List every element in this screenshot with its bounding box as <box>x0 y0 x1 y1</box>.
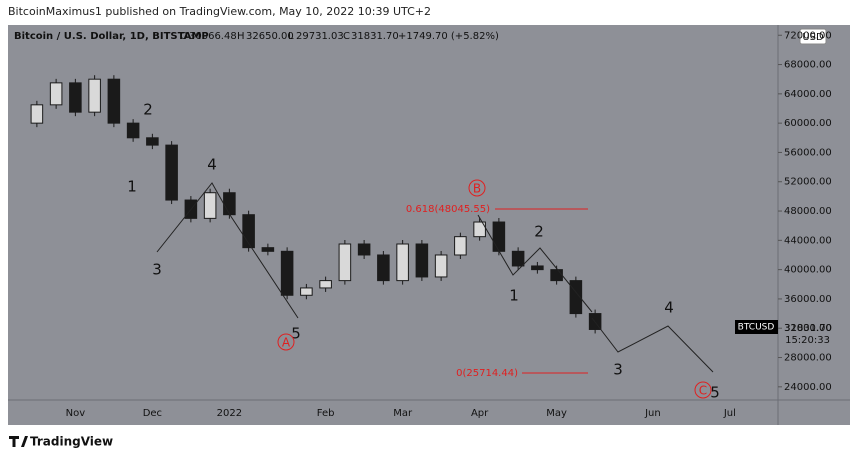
candle <box>415 243 429 278</box>
fib-label: 0.618(48045.55) <box>406 204 490 215</box>
x-tick-label: Apr <box>471 408 489 419</box>
legend: Bitcoin / U.S. Dollar, 1D, BITSTAMP O 30… <box>14 31 499 42</box>
header-bar <box>0 0 850 25</box>
y-tick-label: 24000.00 <box>784 382 832 393</box>
candle <box>492 221 506 252</box>
y-tick-label: 60000.00 <box>784 118 832 129</box>
x-tick-label: Feb <box>317 408 335 419</box>
y-tick-label: 40000.00 <box>784 265 832 276</box>
candle <box>531 265 544 271</box>
y-tick-label: 32000.00 <box>784 323 832 334</box>
countdown-text: 15:20:33 <box>785 335 830 346</box>
legend-label: C <box>343 31 350 42</box>
legend-symbol: Bitcoin / U.S. Dollar, 1D, BITSTAMP <box>14 31 209 42</box>
fib-label: 0(25714.44) <box>456 368 518 379</box>
x-tick-label: May <box>546 408 567 419</box>
currency-badge[interactable] <box>799 28 827 45</box>
candle <box>377 254 390 282</box>
wave-label: 3 <box>152 261 162 279</box>
logo-icon <box>9 436 28 447</box>
y-tick-label: 36000.00 <box>784 294 832 305</box>
candle <box>511 250 525 267</box>
wave-label: 2 <box>534 223 544 241</box>
candle <box>319 280 332 289</box>
projection-line <box>591 317 714 373</box>
candle <box>454 236 467 256</box>
footer-bar <box>0 425 850 457</box>
candle <box>261 247 275 252</box>
candle <box>165 144 178 201</box>
wave-circle <box>277 333 295 351</box>
candle <box>550 269 563 282</box>
candle <box>300 287 313 296</box>
candle <box>223 192 236 216</box>
wave-label: 5 <box>710 384 720 402</box>
wave-label: 5 <box>291 325 301 343</box>
x-tick-label: 2022 <box>217 408 242 419</box>
wave-label: B <box>473 182 481 196</box>
x-tick-label: Jul <box>723 408 736 419</box>
legend-value: 29731.03 <box>296 31 344 42</box>
wave-line <box>477 214 593 313</box>
ticker-badge-text: BTCUSD <box>738 323 775 333</box>
wave-label: 3 <box>613 361 623 379</box>
y-tick-label: 44000.00 <box>784 235 832 246</box>
candle <box>69 82 82 113</box>
price-badge-text: 31831.70 <box>784 323 832 334</box>
y-tick-label: 72000.00 <box>784 30 832 41</box>
wave-circle <box>468 179 486 197</box>
legend-value: 31831.70 <box>351 31 399 42</box>
header-text: BitcoinMaximus1 published on TradingView… <box>8 5 431 18</box>
wave-line <box>156 182 299 319</box>
candle <box>107 78 121 124</box>
y-tick-label: 56000.00 <box>784 147 832 158</box>
legend-label: O <box>180 31 188 42</box>
candle <box>88 78 101 113</box>
y-tick-label: 68000.00 <box>784 60 832 71</box>
legend-value: 32650.00 <box>246 31 294 42</box>
y-tick-label: 48000.00 <box>784 206 832 217</box>
wave-label: C <box>699 384 707 398</box>
legend-change: +1749.70 (+5.82%) <box>398 31 499 42</box>
plot-bg <box>8 25 778 425</box>
wave-label: 4 <box>207 156 217 174</box>
candle <box>203 192 217 219</box>
y-tick-label: 28000.00 <box>784 353 832 364</box>
currency-text: USD <box>802 32 824 43</box>
legend-value: 30066.48 <box>189 31 237 42</box>
candle <box>30 104 44 124</box>
candle <box>126 122 140 139</box>
y-tick-label: 64000.00 <box>784 89 832 100</box>
wave-label: 2 <box>143 101 153 119</box>
candle <box>49 82 63 106</box>
legend-label: L <box>288 31 294 42</box>
y-tick-label: 52000.00 <box>784 177 832 188</box>
price-axis-bg <box>778 25 850 425</box>
ticker-badge <box>735 320 778 334</box>
wave-label: 1 <box>509 287 519 305</box>
wave-label: 4 <box>664 299 674 317</box>
wave-circle <box>694 381 712 399</box>
x-tick-label: Jun <box>644 408 661 419</box>
x-tick-label: Dec <box>143 408 162 419</box>
footer-brand: TradingView <box>30 435 113 449</box>
price-badge <box>779 320 839 346</box>
candle <box>396 243 409 282</box>
candle <box>569 280 583 315</box>
candle <box>473 221 486 238</box>
wave-label: A <box>282 336 291 350</box>
legend-label: H <box>237 31 245 42</box>
candle <box>357 243 371 256</box>
candle <box>146 137 159 146</box>
candle <box>280 250 294 296</box>
x-tick-label: Mar <box>393 408 413 419</box>
candle <box>434 254 448 278</box>
x-tick-label: Nov <box>66 408 86 419</box>
candle <box>242 214 255 249</box>
wave-label: 1 <box>127 178 137 196</box>
candle <box>338 243 352 282</box>
